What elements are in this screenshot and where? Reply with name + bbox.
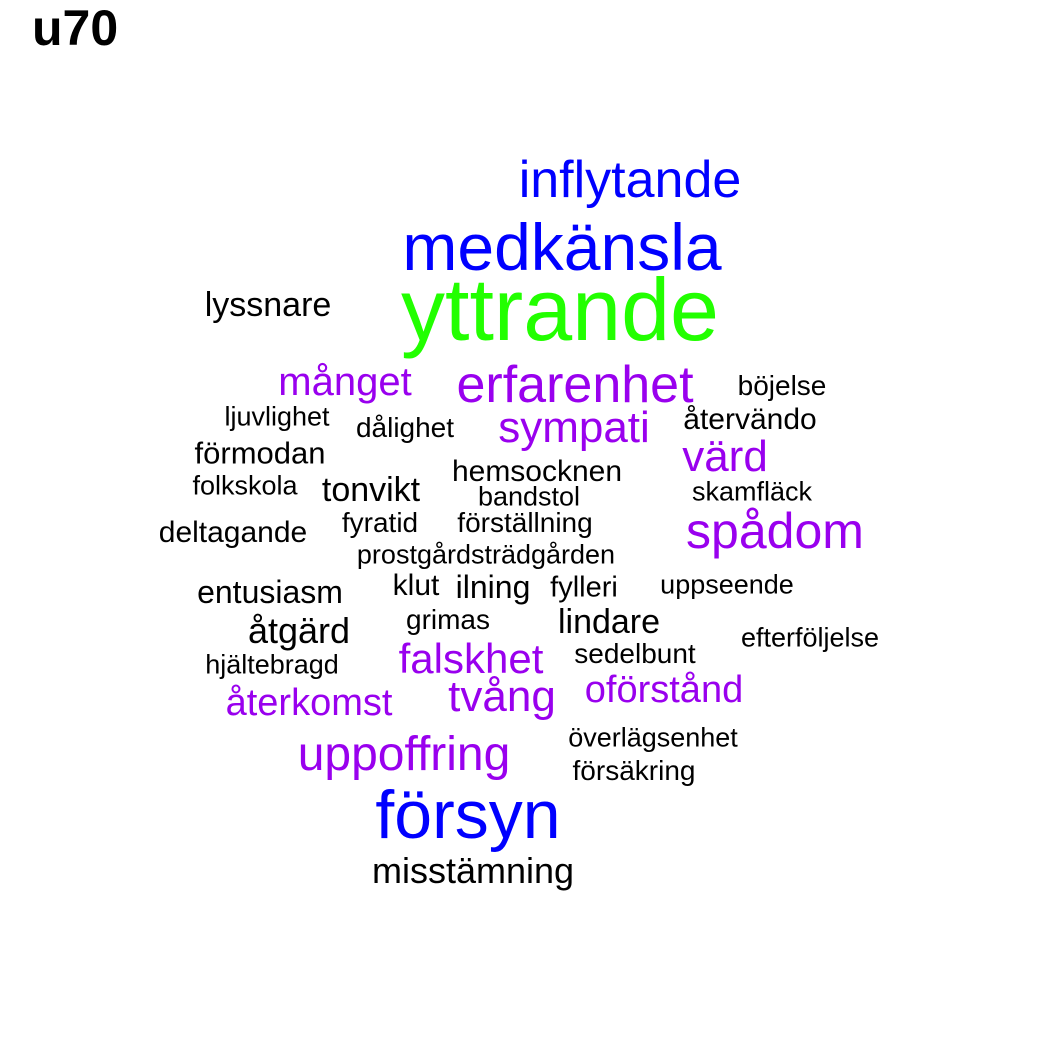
word-uppseende: uppseende [660, 569, 794, 600]
word-atgard: åtgärd [247, 610, 351, 651]
word-fyratid: fyratid [341, 507, 419, 538]
word-ilning: ilning [455, 569, 531, 605]
word-overlagsenhet: överlägsenhet [568, 722, 738, 753]
word-yttrande: yttrande [401, 260, 719, 359]
word-vard: värd [682, 432, 768, 481]
word-hjaltebragd: hjältebragd [205, 649, 339, 680]
word-tonvikt: tonvikt [321, 471, 421, 509]
word-inflytande: inflytande [518, 151, 742, 209]
word-spadom: spådom [686, 503, 864, 559]
word-medkansla: medkänsla [402, 210, 722, 284]
word-atervando: återvändo [683, 403, 817, 436]
word-oforstand: oförstånd [584, 669, 744, 711]
word-erfarenhet: erfarenhet [456, 356, 694, 414]
word-misstamning: misstämning [371, 850, 575, 891]
word-forsyn: försyn [375, 777, 561, 853]
word-dalighet: dålighet [355, 412, 455, 443]
word-forsakring: försäkring [572, 755, 696, 786]
word-ljuvlighet: ljuvlighet [224, 401, 330, 432]
word-uppoffring: uppoffring [297, 728, 511, 781]
word-manget: månget [278, 360, 412, 404]
word-forstallning: förställning [457, 507, 593, 538]
word-formodan: förmodan [194, 435, 326, 471]
word-lyssnare: lyssnare [204, 286, 332, 324]
word-bandstol: bandstol [477, 481, 581, 512]
word-hemsocknen: hemsocknen [451, 455, 623, 488]
word-efterfoljelse: efterföljelse [740, 622, 880, 653]
chart-title: u70 [32, 0, 119, 56]
word-grimas: grimas [405, 604, 491, 635]
word-skamflack: skamfläck [691, 476, 813, 507]
word-lindare: lindare [557, 603, 661, 641]
word-folkskola: folkskola [192, 470, 298, 501]
word-klut: klut [392, 569, 440, 602]
word-bojelse: böjelse [737, 370, 827, 401]
word-falskhet: falskhet [398, 635, 544, 682]
word-fylleri: fylleri [550, 571, 618, 604]
word-entusiasm: entusiasm [197, 574, 343, 610]
word-sympati: sympati [498, 403, 650, 452]
word-prostgardstradgarden: prostgårdsträdgården [356, 539, 616, 570]
word-deltagande: deltagande [158, 516, 308, 549]
word-sedelbunt: sedelbunt [574, 638, 696, 669]
word-aterkomst: återkomst [225, 682, 393, 724]
word-tvang: tvång [448, 672, 556, 721]
